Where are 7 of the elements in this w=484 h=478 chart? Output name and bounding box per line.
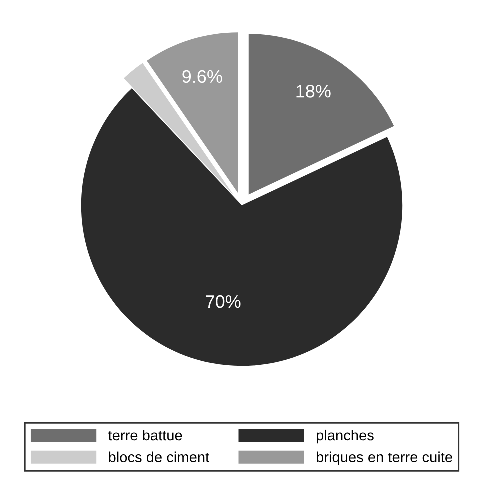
legend-label: planches bbox=[316, 430, 374, 444]
data-label: 9.6% bbox=[182, 70, 222, 84]
legend-label: terre battue bbox=[108, 430, 182, 441]
data-label: 70% bbox=[206, 295, 241, 308]
legend-label: blocs de ciment bbox=[109, 452, 210, 463]
data-label: 18% bbox=[296, 85, 331, 98]
legend-label: briques en terre cuite bbox=[316, 452, 452, 466]
